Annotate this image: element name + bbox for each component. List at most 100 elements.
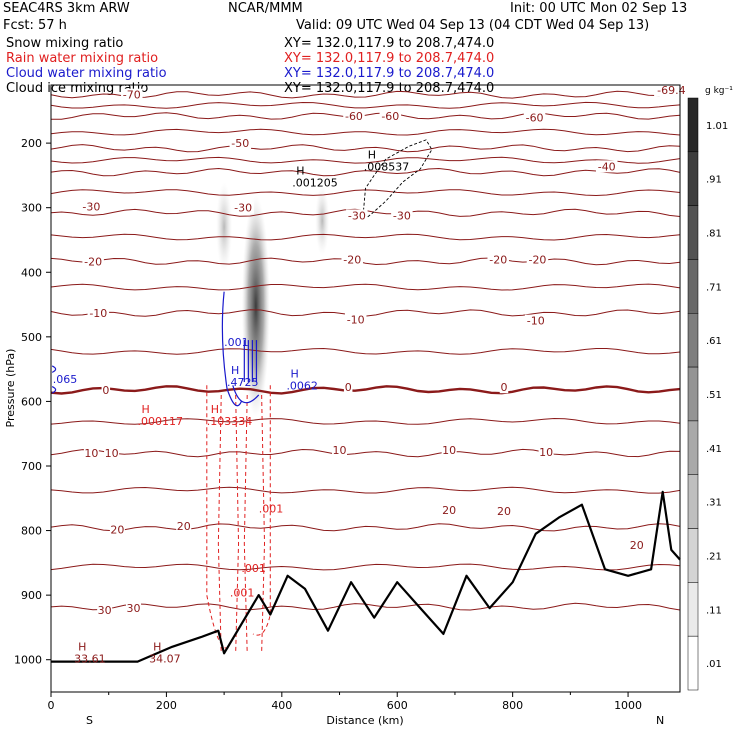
isotherm-label: -69.4	[657, 84, 685, 97]
isotherm-20	[50, 523, 681, 532]
colorbar-segment	[687, 366, 699, 422]
y-tick-label: 700	[21, 460, 42, 473]
isotherm-label-mask	[346, 209, 368, 222]
isotherm-label-mask	[121, 88, 143, 101]
y-tick-label: 200	[21, 137, 42, 150]
axes: 0 200 400 600 800 100020030040050060070080090…	[14, 137, 642, 712]
isotherm-label: -70	[123, 89, 141, 102]
isotherm-label-mask	[343, 381, 353, 394]
cloud-water-contour-left	[221, 291, 242, 407]
colorbar-label: 1.01	[706, 121, 728, 132]
isotherm-label: 20	[630, 539, 644, 552]
isotherm-label: 20	[177, 520, 191, 533]
maximum-value: .001	[230, 587, 255, 600]
isotherm-label: -60	[381, 110, 399, 123]
isotherm-label-mask	[487, 253, 509, 266]
isotherm-label: -50	[231, 137, 249, 150]
isotherm-label: 0	[345, 381, 352, 394]
isotherm-label: -20	[489, 253, 507, 266]
colorbar-segment	[687, 151, 699, 206]
colorbar-label: .31	[706, 498, 722, 509]
isotherm-label: -60	[526, 111, 544, 124]
colorbar-label: .51	[706, 390, 722, 401]
isotherm-label-mask	[232, 201, 254, 214]
colorbar-segment	[687, 420, 699, 475]
rain-contour-inner	[235, 394, 240, 654]
isotherm-label-mask	[109, 523, 125, 536]
terrain-surface	[51, 490, 681, 663]
cloud-water-contour-edge	[51, 365, 57, 373]
isotherm-label-mask	[87, 306, 110, 319]
x-tick-label: 0	[48, 699, 55, 712]
x-tick-label: 1000	[614, 699, 642, 712]
isotherm-label: -10	[89, 307, 107, 320]
isotherm-label: -60	[345, 110, 363, 123]
figure-header: SEAC4RS 3km ARW NCAR/MMM Init: 00 UTC Mo…	[0, 0, 740, 100]
maximum-value: 34.07	[149, 652, 181, 665]
maxima-annotations: H.001205H.008537.001.065H.4725H.0062H.00…	[53, 148, 410, 665]
maximum-value: .0062	[286, 379, 318, 392]
colorbar-label: .81	[706, 229, 722, 240]
maximum-marker: H	[290, 367, 298, 380]
isotherm-m40	[50, 167, 681, 177]
maximum-value: .000117	[138, 415, 184, 428]
cloud-water-contour-edge	[51, 386, 57, 394]
colorbar-segment	[687, 259, 699, 314]
colorbar-label: .71	[706, 282, 722, 293]
rain-contour-outer-right	[252, 385, 271, 636]
isotherm-label-mask	[126, 602, 142, 615]
isotherm-label-mask	[343, 109, 365, 122]
isotherm-m60	[51, 112, 681, 120]
colorbar-segment	[687, 97, 699, 153]
maximum-value: .001	[224, 336, 249, 349]
forecast-hour: Fcst: 57 h	[3, 18, 67, 33]
snow-secondary-shade	[216, 182, 233, 273]
isotherm-intermediate	[50, 563, 681, 571]
isotherm-label-mask	[441, 503, 457, 516]
isotherm-label-mask	[524, 314, 547, 327]
maximum-marker: H	[142, 403, 150, 416]
y-tick-label: 400	[21, 266, 42, 279]
terrain-line	[51, 490, 681, 663]
rain-contour-inner	[243, 394, 248, 654]
cloud-water-contour-base	[232, 385, 260, 404]
init-time: Init: 00 UTC Mon 02 Sep 13	[510, 1, 688, 16]
colorbar-segment	[687, 474, 699, 529]
isotherm-label: -40	[598, 160, 616, 173]
isotherm-label-mask	[499, 381, 509, 394]
colorbar-label: .01	[706, 659, 722, 670]
isotherm-label: -20	[84, 255, 102, 268]
isotherm-label-mask	[332, 443, 348, 456]
isotherm-label-mask	[526, 253, 549, 266]
isotherm-label-mask	[341, 253, 363, 266]
colorbar-label: .11	[706, 605, 722, 616]
snow-upper-shade	[315, 185, 330, 256]
isotherm-10	[50, 448, 681, 458]
cloud-water-field-label: Cloud water mixing ratio	[6, 66, 167, 81]
maximum-value: .4725	[227, 376, 258, 389]
x-tick-label: 800	[502, 699, 523, 712]
isotherm-label-mask	[104, 447, 120, 460]
rain-contour-inner	[261, 394, 266, 654]
isotherm-intermediate	[50, 486, 681, 494]
maximum-value: .065	[53, 373, 78, 386]
isotherm-label: 20	[497, 505, 511, 518]
y-tick-label: 500	[21, 331, 42, 344]
y-axis-label: Pressure (hPa)	[4, 349, 17, 428]
rain-field-xy: XY= 132.0,117.9 to 208.7,474.0	[284, 51, 495, 66]
isotherm-label: -20	[528, 253, 546, 266]
x-axis-label: Distance (km)	[326, 714, 403, 727]
isotherm-label-mask	[496, 505, 512, 518]
colorbar-segment	[687, 205, 699, 260]
isotherm-label: 0	[500, 381, 507, 394]
maximum-value: .008537	[364, 160, 410, 173]
isotherm-label-mask	[379, 109, 402, 122]
colorbar-label: .21	[706, 551, 722, 562]
isotherm-label: -30	[393, 209, 411, 222]
colorbar-label: .61	[706, 336, 722, 347]
isotherm-m70	[50, 90, 681, 99]
isotherm-m20	[50, 257, 681, 266]
cloud-water-field-xy: XY= 132.0,117.9 to 208.7,474.0	[284, 66, 495, 81]
x-tick-label: 200	[156, 699, 177, 712]
